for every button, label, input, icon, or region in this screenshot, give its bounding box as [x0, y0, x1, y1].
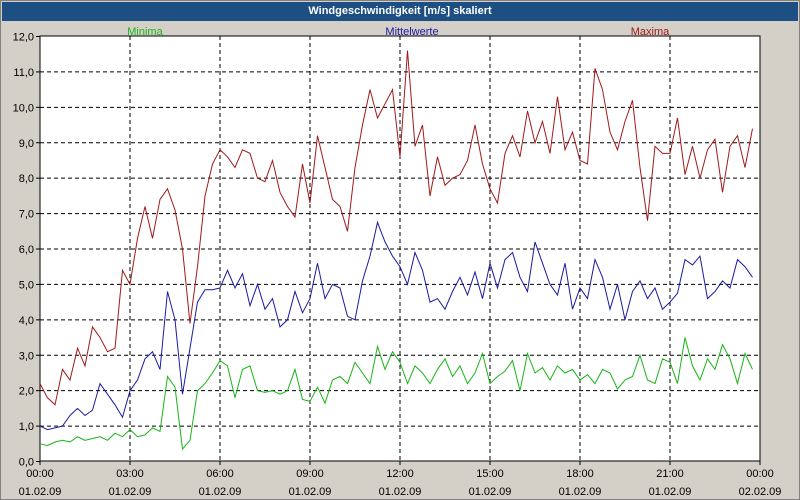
legend-minima: Minima: [127, 26, 163, 38]
y-tick-label: 9,0: [19, 138, 34, 150]
x-axis-ticks: 00:00 01.02.09 03:00 01.02.09 06:00 01.02.09 0…: [19, 461, 782, 498]
y-tick-label: 4,0: [19, 315, 34, 327]
x-tick-date: 01.02.09: [199, 486, 242, 498]
x-tick-date: 01.02.09: [469, 486, 512, 498]
y-tick-label: 5,0: [19, 279, 34, 291]
y-tick-label: 6,0: [19, 244, 34, 256]
series-line-mittel: [39, 220, 753, 431]
x-tick-date: 01.02.09: [559, 486, 602, 498]
series-line-minima: [39, 337, 753, 451]
x-tick-date: 02.02.09: [739, 486, 782, 498]
x-tick-time: 00:00: [26, 468, 54, 480]
y-tick-label: 1,0: [19, 421, 34, 433]
x-tick-time: 12:00: [386, 468, 414, 480]
x-tick-date: 01.02.09: [289, 486, 332, 498]
x-tick-time: 00:00: [746, 468, 774, 480]
legend-maxima: Maxima: [631, 26, 670, 38]
y-tick-label: 8,0: [19, 173, 34, 185]
series-line-maxima: [39, 50, 753, 406]
y-tick-label: 11,0: [13, 67, 34, 79]
x-tick-date: 01.02.09: [19, 486, 62, 498]
legend-mittelwerte: Mittelwerte: [385, 26, 438, 38]
y-tick-label: 10,0: [13, 102, 34, 114]
x-tick-time: 18:00: [566, 468, 594, 480]
y-axis-ticks: 0,0 1,0 2,0 3,0 4,0 5,0 6,0 7,0 8,0 9,0 10,0 11,0 12…: [13, 32, 40, 469]
y-tick-label: 12,0: [13, 32, 34, 44]
series-lines: [39, 50, 753, 451]
x-tick-time: 06:00: [206, 468, 234, 480]
y-tick-label: 3,0: [19, 350, 34, 362]
x-tick-date: 01.02.09: [109, 486, 152, 498]
grid-lines: [40, 36, 760, 461]
chart-title: Windgeschwindigkeit [m/s] skaliert: [2, 2, 798, 21]
x-tick-time: 21:00: [656, 468, 684, 480]
y-tick-label: 0,0: [19, 457, 34, 469]
x-tick-time: 03:00: [116, 468, 144, 480]
y-tick-label: 2,0: [19, 386, 34, 398]
x-tick-date: 01.02.09: [379, 486, 422, 498]
x-tick-time: 15:00: [476, 468, 504, 480]
x-tick-date: 01.02.09: [649, 486, 692, 498]
y-tick-label: 7,0: [19, 209, 34, 221]
x-tick-time: 09:00: [296, 468, 324, 480]
